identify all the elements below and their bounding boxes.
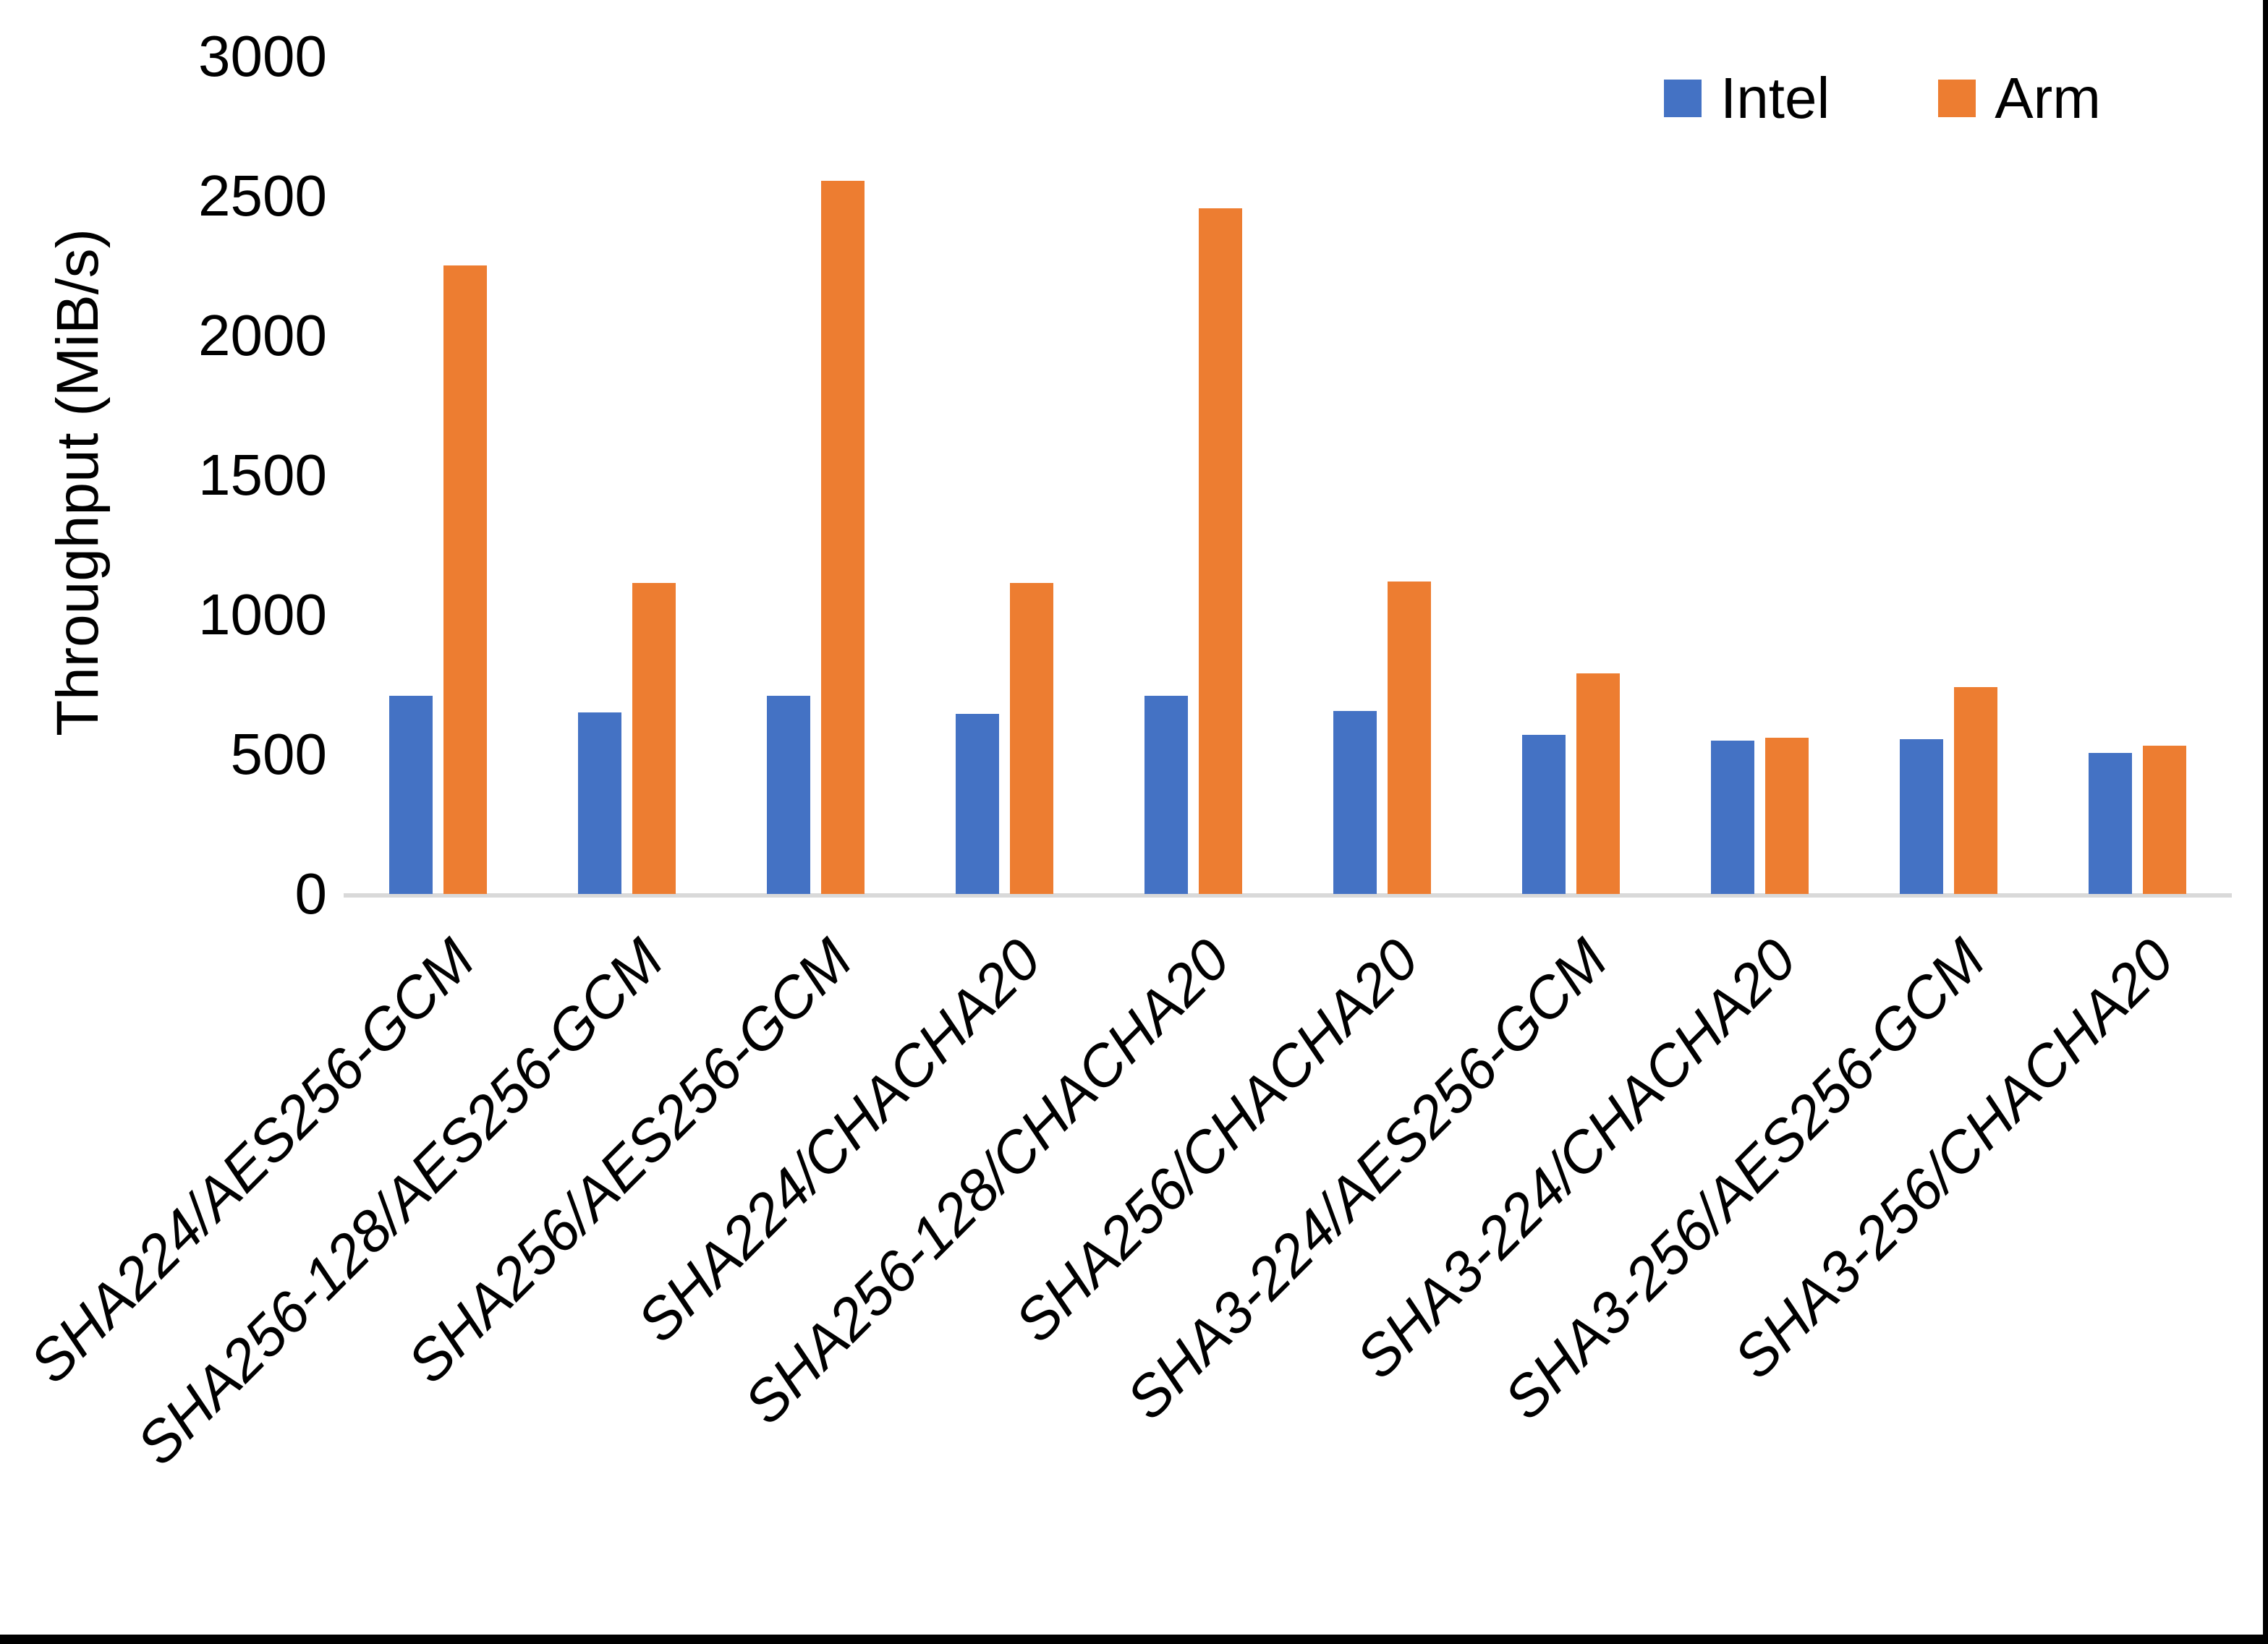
bar-arm-4 xyxy=(1199,208,1242,894)
x-category-label-7: SHA3-224/CHACHA20 xyxy=(1343,927,1808,1391)
bar-intel-4 xyxy=(1144,696,1188,894)
bar-arm-7 xyxy=(1765,738,1809,894)
arm-legend-swatch-icon xyxy=(1938,80,1976,117)
bar-intel-5 xyxy=(1333,711,1377,894)
arm-legend-label: Arm xyxy=(1995,66,2101,130)
y-tick-label-1000: 1000 xyxy=(198,582,327,647)
bar-arm-2 xyxy=(821,181,865,894)
x-category-label-2: SHA256/AES256-GCM xyxy=(394,927,864,1396)
bar-arm-3 xyxy=(1010,583,1053,894)
y-tick-label-2000: 2000 xyxy=(198,303,327,367)
x-category-label-4: SHA256-128/CHACHA20 xyxy=(731,927,1241,1436)
bar-arm-0 xyxy=(443,265,487,894)
intel-legend-label: Intel xyxy=(1720,66,1830,130)
bar-intel-0 xyxy=(389,696,433,894)
bar-intel-7 xyxy=(1711,741,1754,894)
x-category-label-5: SHA256/CHACHA20 xyxy=(1002,927,1430,1355)
x-category-label-8: SHA3-256/AES256-GCM xyxy=(1491,927,1997,1432)
bar-intel-9 xyxy=(2089,753,2132,894)
legend-item-intel: Intel xyxy=(1664,69,1830,127)
bar-intel-2 xyxy=(767,696,810,894)
x-axis-line xyxy=(344,893,2232,898)
y-tick-label-500: 500 xyxy=(230,722,327,786)
bar-arm-8 xyxy=(1954,687,1997,894)
bar-intel-3 xyxy=(956,714,999,894)
y-tick-label-0: 0 xyxy=(294,861,328,926)
bar-arm-6 xyxy=(1576,673,1620,894)
bar-intel-6 xyxy=(1522,735,1566,894)
bar-intel-1 xyxy=(578,712,621,894)
x-category-label-9: SHA3-256/CHACHA20 xyxy=(1721,927,2186,1391)
legend: Intel Arm xyxy=(1664,69,2101,127)
x-category-label-6: SHA3-224/AES256-GCM xyxy=(1113,927,1619,1432)
bar-intel-8 xyxy=(1900,739,1943,894)
y-tick-label-3000: 3000 xyxy=(198,24,327,88)
bar-arm-5 xyxy=(1388,582,1431,894)
y-tick-label-2500: 2500 xyxy=(198,163,327,228)
intel-legend-swatch-icon xyxy=(1664,80,1702,117)
y-tick-label-1500: 1500 xyxy=(198,443,327,507)
bar-arm-1 xyxy=(632,583,676,894)
bar-arm-9 xyxy=(2143,746,2186,894)
x-category-label-3: SHA224/CHACHA20 xyxy=(624,927,1053,1355)
legend-item-arm: Arm xyxy=(1938,69,2101,127)
